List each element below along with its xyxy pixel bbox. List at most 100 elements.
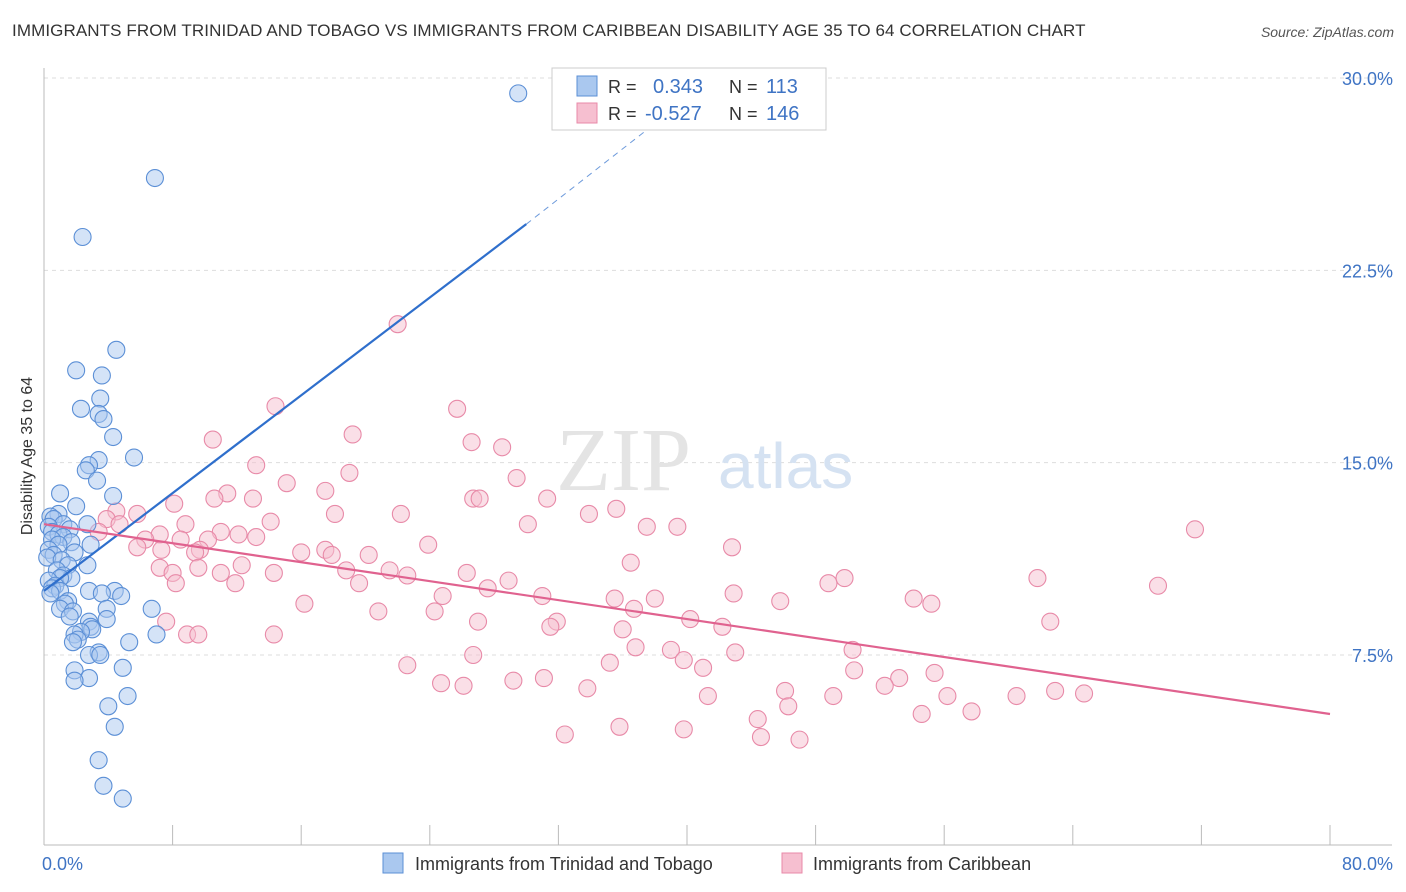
point-caribbean xyxy=(243,489,263,508)
point-caribbean xyxy=(661,640,680,659)
point-caribbean xyxy=(232,556,251,575)
point-trinidad xyxy=(78,556,97,575)
point-caribbean xyxy=(674,651,693,670)
y-axis-label: Disability Age 35 to 64 xyxy=(19,377,36,535)
point-caribbean xyxy=(748,710,767,729)
point-caribbean xyxy=(925,663,944,683)
point-trinidad xyxy=(99,697,118,716)
point-caribbean xyxy=(824,686,843,706)
point-caribbean xyxy=(205,489,224,508)
point-trinidad xyxy=(94,410,113,429)
point-caribbean xyxy=(694,658,713,677)
point-caribbean xyxy=(1041,612,1060,631)
legend-r-value-blue: 0.343 xyxy=(653,76,703,98)
axes xyxy=(43,68,1392,846)
point-caribbean xyxy=(189,625,208,644)
point-caribbean xyxy=(433,586,452,606)
point-trinidad xyxy=(91,645,110,665)
legend-swatch-blue xyxy=(576,75,598,97)
point-caribbean xyxy=(350,574,369,593)
point-caribbean xyxy=(266,397,285,416)
point-trinidad xyxy=(67,497,86,516)
point-trinidad xyxy=(94,776,113,795)
point-caribbean xyxy=(1007,686,1026,706)
point-caribbean xyxy=(419,535,438,554)
point-caribbean xyxy=(1028,569,1047,588)
legend-n-label-pink: N = xyxy=(729,104,758,124)
point-trinidad xyxy=(73,227,92,247)
point-caribbean xyxy=(211,563,230,582)
point-trinidad xyxy=(76,461,95,480)
point-caribbean xyxy=(819,574,838,593)
point-caribbean xyxy=(534,669,553,688)
point-caribbean xyxy=(624,599,644,618)
point-caribbean xyxy=(432,674,451,693)
point-caribbean xyxy=(189,558,208,577)
point-trinidad xyxy=(118,686,137,706)
bottom-legend-label-pink: Immigrants from Caribbean xyxy=(813,854,1031,874)
point-caribbean xyxy=(229,525,248,544)
point-trinidad xyxy=(104,427,123,447)
point-caribbean xyxy=(845,661,864,680)
series-caribbean-points xyxy=(89,315,1205,749)
legend-r-label-pink: R = xyxy=(608,104,637,124)
point-trinidad xyxy=(60,607,79,626)
legend: R = 0.343 N = 113 R = -0.527 N = 146 xyxy=(551,67,827,131)
point-caribbean xyxy=(359,545,378,565)
point-caribbean xyxy=(1185,520,1205,539)
point-trinidad xyxy=(91,389,110,408)
point-caribbean xyxy=(607,499,626,518)
point-trinidad xyxy=(97,610,116,629)
watermark: ZIP atlas xyxy=(556,411,853,510)
point-caribbean xyxy=(600,653,619,672)
point-caribbean xyxy=(713,617,732,636)
point-trinidad xyxy=(81,535,100,554)
point-caribbean xyxy=(343,425,362,444)
legend-swatch-pink xyxy=(576,102,598,124)
point-caribbean xyxy=(518,515,537,534)
bottom-legend-swatch-pink xyxy=(781,852,803,874)
point-trinidad xyxy=(63,633,82,652)
point-caribbean xyxy=(668,517,687,536)
legend-box xyxy=(551,67,827,131)
point-caribbean xyxy=(726,643,745,662)
point-caribbean xyxy=(541,617,560,636)
point-caribbean xyxy=(645,589,664,608)
point-caribbean xyxy=(247,527,266,547)
series-trinidad-points xyxy=(38,84,528,808)
legend-n-value-blue: 113 xyxy=(766,76,798,98)
point-caribbean xyxy=(698,686,717,706)
point-trinidad xyxy=(51,484,70,503)
point-trinidad xyxy=(67,361,86,380)
y-tick-label: 7.5% xyxy=(1352,646,1393,666)
trend-line-trinidad xyxy=(43,223,527,592)
point-trinidad xyxy=(113,658,132,677)
point-caribbean xyxy=(722,538,742,557)
point-caribbean xyxy=(322,545,341,565)
point-trinidad xyxy=(104,486,123,506)
y-tick-label: 30.0% xyxy=(1342,69,1393,89)
point-caribbean xyxy=(771,592,790,611)
point-trinidad xyxy=(113,789,132,808)
legend-n-value-pink: 146 xyxy=(766,103,799,125)
legend-r-value-pink: -0.527 xyxy=(645,103,702,125)
bottom-legend-label-blue: Immigrants from Trinidad and Tobago xyxy=(415,854,713,874)
point-caribbean xyxy=(835,569,854,588)
point-caribbean xyxy=(621,553,640,572)
point-trinidad xyxy=(92,584,111,603)
source-label: Source: ZipAtlas.com xyxy=(1260,24,1394,40)
point-caribbean xyxy=(325,504,345,524)
watermark-zip: ZIP xyxy=(556,411,691,510)
chart-title: IMMIGRANTS FROM TRINIDAD AND TOBAGO VS I… xyxy=(12,21,1086,40)
point-caribbean xyxy=(165,494,184,513)
point-caribbean xyxy=(176,515,195,534)
grid xyxy=(44,77,1392,656)
point-caribbean xyxy=(247,456,266,475)
point-caribbean xyxy=(637,517,656,536)
point-caribbean xyxy=(751,728,770,747)
point-trinidad xyxy=(92,366,111,385)
point-trinidad xyxy=(105,717,124,736)
point-caribbean xyxy=(579,504,598,524)
point-caribbean xyxy=(578,679,597,698)
